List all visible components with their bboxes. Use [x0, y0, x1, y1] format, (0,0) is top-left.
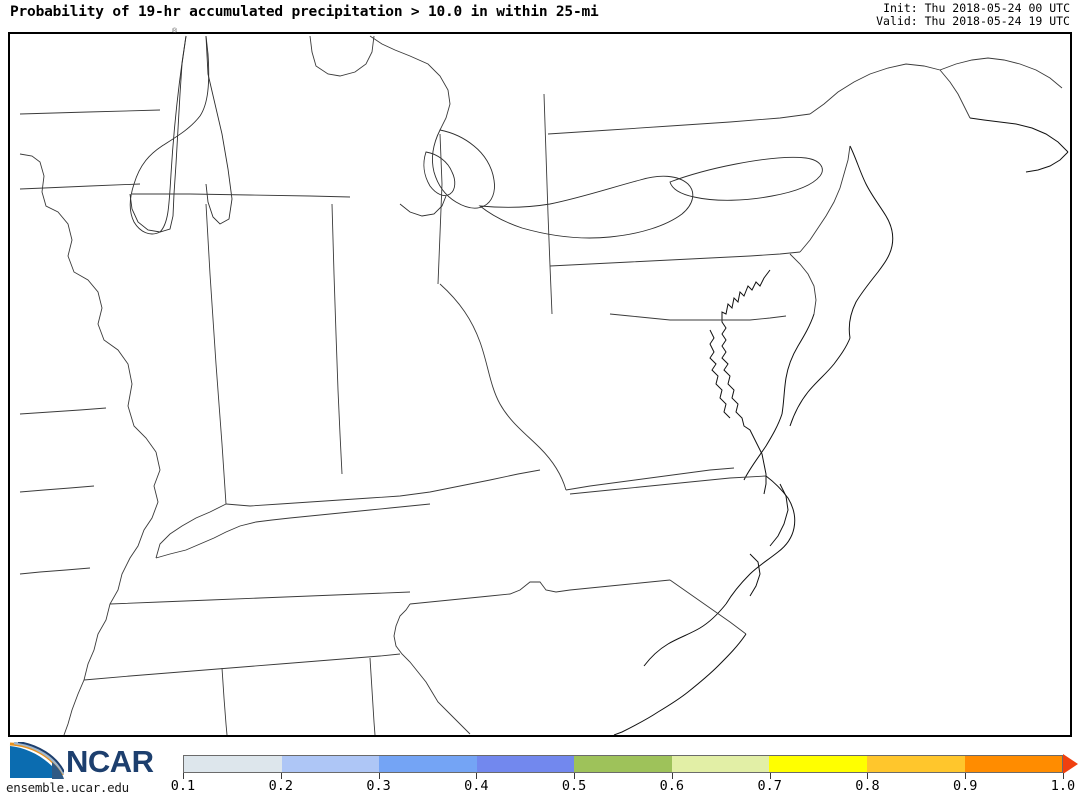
colorbar-band-5: [671, 756, 770, 772]
colorbar-tick-label: 0.8: [855, 778, 880, 794]
colorbar-band-1: [281, 756, 380, 772]
colorbar-band-8: [964, 756, 1063, 772]
colorbar-band-3: [476, 756, 575, 772]
colorbar-tick-label: 0.3: [366, 778, 391, 794]
colorbar-band-2: [379, 756, 477, 772]
colorbar: 0.1 0.2 0.3 0.4 0.5 0.6 0.7 0.8 0.9 1.0: [0, 740, 1080, 800]
registered-trademark-icon: ®: [172, 28, 178, 35]
colorbar-tick: [1063, 773, 1064, 779]
colorbar-tick: [183, 773, 184, 779]
colorbar-extend-arrow-icon: [1063, 754, 1078, 774]
colorbar-tick: [574, 773, 576, 779]
colorbar-tick-labels: 0.1 0.2 0.3 0.4 0.5 0.6 0.7 0.8 0.9 1.0: [0, 778, 1080, 798]
colorbar-tick-label: 0.5: [561, 778, 587, 794]
colorbar-tick-label: 0.1: [170, 778, 196, 794]
forecast-timestamps: Init: Thu 2018-05-24 00 UTC Valid: Thu 2…: [876, 2, 1070, 28]
colorbar-band-6: [769, 756, 867, 772]
colorbar-tick: [476, 773, 478, 779]
ncar-wordmark: NCAR: [66, 744, 154, 779]
valid-time-label: Valid: Thu 2018-05-24 19 UTC: [876, 14, 1070, 28]
colorbar-tick: [867, 773, 869, 779]
map-geography: [10, 34, 1070, 735]
ensemble-url-label: ensemble.ucar.edu: [6, 780, 129, 795]
colorbar-gradient[interactable]: [183, 755, 1063, 773]
colorbar-tick-label: 0.9: [953, 778, 978, 794]
colorbar-band-4: [574, 756, 672, 772]
colorbar-tick: [280, 773, 282, 779]
colorbar-tick: [378, 773, 380, 779]
ncar-logo[interactable]: NCAR ensemble.ucar.edu: [4, 740, 176, 796]
colorbar-tick: [965, 773, 967, 779]
colorbar-ticks: [0, 773, 1080, 779]
colorbar-tick-label: 0.2: [268, 778, 293, 794]
colorbar-band-7: [866, 756, 965, 772]
colorbar-tick-label: 0.4: [464, 778, 489, 794]
init-time-label: Init: Thu 2018-05-24 00 UTC: [883, 1, 1070, 15]
colorbar-band-0: [184, 756, 282, 772]
page-title: Probability of 19-hr accumulated precipi…: [10, 4, 599, 20]
map-canvas[interactable]: [8, 32, 1072, 737]
colorbar-tick-label: 0.7: [757, 778, 782, 794]
colorbar-tick-label: 1.0: [1050, 778, 1076, 794]
ncar-logo-mark-icon: [9, 742, 64, 779]
colorbar-tick-label: 0.6: [659, 778, 685, 794]
colorbar-tick: [769, 773, 771, 779]
colorbar-tick: [671, 773, 673, 779]
